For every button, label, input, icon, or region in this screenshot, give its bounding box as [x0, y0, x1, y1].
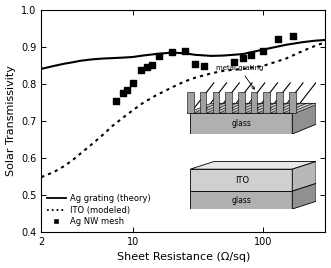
Point [232, 60, 237, 64]
Point [157, 54, 162, 58]
Polygon shape [292, 183, 316, 209]
Polygon shape [225, 103, 256, 113]
Point [192, 62, 198, 66]
Text: ITO: ITO [235, 176, 249, 185]
Polygon shape [187, 92, 194, 113]
Polygon shape [292, 161, 316, 191]
Polygon shape [213, 103, 243, 113]
Polygon shape [190, 169, 292, 191]
Polygon shape [289, 92, 296, 113]
Point [240, 56, 246, 61]
Point [169, 50, 174, 54]
Polygon shape [190, 161, 316, 169]
Polygon shape [200, 103, 230, 113]
Text: glass: glass [232, 119, 252, 128]
Text: glass: glass [232, 196, 252, 204]
Polygon shape [200, 92, 207, 113]
Point [124, 88, 129, 92]
Legend: Ag grating (theory), ITO (modeled), Ag NW mesh: Ag grating (theory), ITO (modeled), Ag N… [46, 192, 152, 228]
Polygon shape [190, 183, 316, 191]
Polygon shape [190, 113, 292, 134]
Point [182, 49, 187, 53]
Point [121, 91, 126, 95]
Polygon shape [276, 92, 283, 113]
Polygon shape [263, 103, 294, 113]
Text: metal grating: metal grating [215, 65, 263, 89]
Polygon shape [292, 103, 316, 134]
Point [248, 53, 253, 57]
Polygon shape [213, 92, 219, 113]
Polygon shape [251, 92, 258, 113]
Polygon shape [225, 92, 232, 113]
Point [149, 63, 154, 67]
Polygon shape [190, 191, 292, 209]
Point [201, 64, 206, 68]
Point [291, 34, 296, 38]
Polygon shape [251, 103, 281, 113]
Polygon shape [263, 92, 270, 113]
Point [260, 49, 266, 53]
Point [138, 68, 143, 72]
Polygon shape [190, 103, 316, 113]
Point [145, 65, 150, 69]
Polygon shape [276, 103, 307, 113]
Y-axis label: Solar Transmissivity: Solar Transmissivity [6, 65, 16, 176]
Polygon shape [187, 103, 217, 113]
Polygon shape [289, 103, 319, 113]
Point [275, 37, 281, 41]
Polygon shape [238, 103, 268, 113]
Point [114, 99, 119, 103]
X-axis label: Sheet Resistance (Ω/sq): Sheet Resistance (Ω/sq) [117, 252, 250, 262]
Polygon shape [238, 92, 245, 113]
Point [130, 80, 135, 85]
